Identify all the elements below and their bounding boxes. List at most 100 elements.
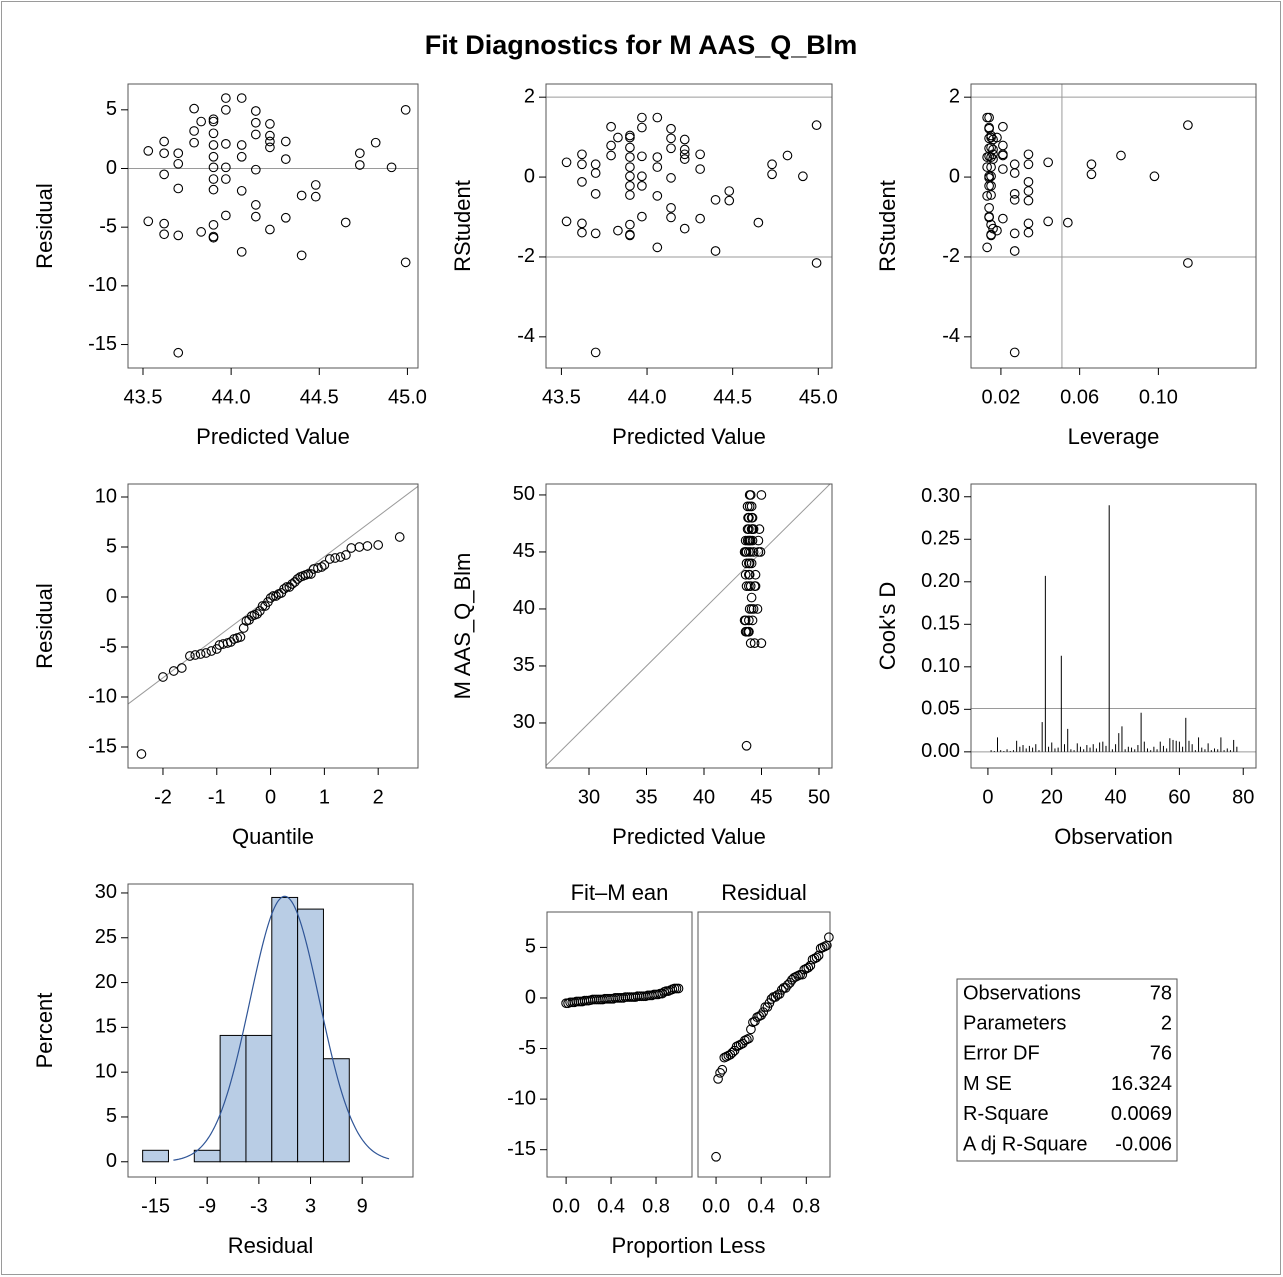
point (606, 140, 616, 151)
point (741, 558, 752, 569)
point (986, 230, 996, 241)
x-tick-label: 50 (808, 786, 830, 808)
point (625, 142, 635, 153)
point (1023, 177, 1034, 187)
point (747, 512, 758, 523)
plot-frame (127, 83, 419, 369)
point (679, 134, 690, 145)
histogram-bar (219, 1034, 247, 1163)
point (753, 217, 764, 228)
point (754, 524, 765, 534)
point (238, 623, 249, 633)
point (159, 169, 169, 180)
x-tick-label: 0.8 (642, 1195, 670, 1217)
x-tick-label: 80 (1232, 786, 1254, 808)
plot-frame (546, 911, 693, 1178)
point (303, 569, 314, 579)
y-tick-label: 10 (95, 485, 117, 507)
point (280, 136, 291, 147)
y-tick-label: 0.30 (921, 485, 960, 507)
point (805, 960, 816, 971)
point (310, 191, 321, 202)
point (637, 122, 647, 133)
x-tick-label: 0.0 (702, 1195, 730, 1217)
point (637, 171, 647, 182)
point (984, 173, 994, 183)
point (173, 158, 184, 169)
point (561, 216, 572, 227)
y-tick-label: -5 (99, 215, 117, 237)
point (189, 126, 199, 136)
y-tick-label: 0.10 (921, 655, 960, 677)
point (711, 1151, 721, 1162)
point (1023, 227, 1034, 238)
page-title: Fit Diagnostics for M AAS_Q_Blm (425, 30, 858, 60)
point (1183, 120, 1193, 130)
point (793, 970, 803, 981)
point (265, 224, 275, 235)
point (679, 144, 690, 155)
x-tick-label: 44.5 (300, 386, 339, 408)
x-axis-label: Residual (228, 1233, 314, 1258)
y-axis-label: Cook's D (875, 582, 900, 671)
point (746, 1024, 756, 1035)
y-axis-label: Residual (32, 183, 57, 269)
point (190, 650, 201, 660)
point (590, 347, 601, 358)
point (746, 592, 757, 603)
point (637, 151, 647, 162)
point (1023, 195, 1034, 206)
point (236, 151, 247, 162)
point (724, 195, 735, 206)
point (208, 116, 219, 127)
point (748, 547, 759, 557)
histogram-bar (297, 908, 324, 1163)
y-tick-label: 50 (513, 483, 535, 505)
x-axis-label: Proportion Less (611, 1233, 765, 1258)
statistic-label: Observations (963, 982, 1081, 1004)
point (208, 184, 219, 195)
point (236, 246, 247, 257)
point (637, 181, 647, 191)
point (637, 211, 647, 222)
statistic-value: 78 (1150, 982, 1172, 1004)
point (755, 547, 766, 557)
y-tick-label: 5 (106, 1105, 117, 1127)
point (753, 535, 764, 546)
point (625, 171, 635, 182)
point (310, 180, 321, 190)
point (984, 181, 994, 191)
point (208, 140, 219, 150)
point (250, 200, 261, 210)
histogram-bar (245, 1034, 273, 1163)
point (236, 185, 247, 196)
point (173, 230, 184, 241)
point (717, 1064, 728, 1075)
point (1043, 216, 1054, 227)
y-tick-label: -10 (88, 685, 117, 707)
y-tick-label: 0 (525, 986, 536, 1008)
point (173, 347, 184, 358)
point (158, 672, 168, 682)
point (666, 173, 676, 183)
y-tick-label: 5 (106, 98, 117, 120)
point (982, 242, 992, 253)
point (988, 149, 998, 160)
point (679, 149, 690, 160)
point (196, 116, 207, 127)
point (362, 541, 373, 551)
statistic-label: R-Square (963, 1103, 1049, 1125)
x-tick-label: 3 (305, 1195, 316, 1217)
diagonal-line (545, 483, 831, 766)
point (136, 749, 147, 759)
point (741, 547, 752, 557)
point (625, 190, 635, 200)
point (982, 152, 992, 162)
statistic-label: Error DF (963, 1043, 1040, 1065)
point (208, 219, 219, 230)
y-tick-label: 35 (513, 654, 535, 676)
x-tick-label: 40 (693, 786, 715, 808)
point (745, 638, 756, 649)
point (284, 582, 295, 592)
point (1183, 258, 1193, 268)
